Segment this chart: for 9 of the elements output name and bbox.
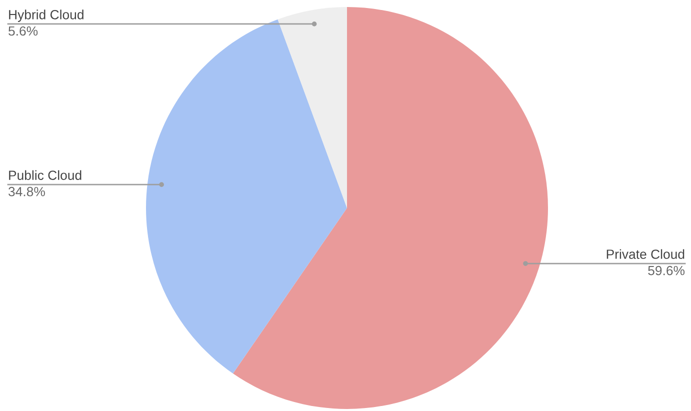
slice-label: Hybrid Cloud	[9, 10, 84, 22]
pie-slice	[232, 7, 548, 409]
pie-slice	[146, 19, 347, 374]
data-label: 34.8%	[8, 186, 45, 196]
slice-label: Private Cloud	[606, 249, 684, 259]
slice-label: Public Cloud	[9, 170, 82, 180]
pie-slice	[278, 7, 347, 208]
data-label: 59.6%	[648, 266, 685, 276]
data-label: 5.6%	[8, 26, 38, 36]
